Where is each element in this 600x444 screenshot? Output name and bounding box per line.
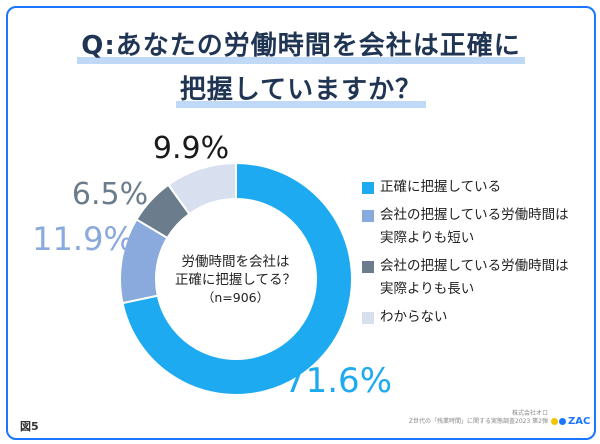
logo-text: ZAC: [568, 416, 591, 427]
donut-chart: 71.6% 11.9% 6.5%9.9%: [32, 131, 392, 401]
legend-item-longer: 会社の把握している労働時間は 実際よりも長い: [362, 255, 594, 301]
data-label-longer: 6.5%: [72, 177, 148, 212]
center-line-2: 正確に把握してる？: [174, 272, 297, 288]
data-label-unknown: 9.9%: [153, 131, 229, 166]
source-note: 株式会社オロ Z世代の「残業時間」に関する実態調査2023 第2弾: [388, 410, 548, 426]
legend-label-longer-line-2: 実際よりも長い: [380, 281, 475, 297]
legend-swatch-longer: [362, 261, 374, 273]
donut-center-text: 労働時間を会社は 正確に把握してる？ （n=906）: [158, 253, 313, 307]
logo-dot-yellow: [551, 418, 558, 425]
donut-slice-unknown: [166, 161, 237, 216]
legend-label-longer-line-1: 会社の把握している労働時間は: [380, 258, 569, 274]
legend-swatch-accurate: [362, 182, 374, 194]
source-survey: Z世代の「残業時間」に関する実態調査2023 第2弾: [408, 418, 548, 425]
zac-logo: ZAC: [551, 415, 591, 429]
legend-label-shorter-line-1: 会社の把握している労働時間は: [380, 207, 569, 223]
logo-dot-blue: [559, 418, 566, 425]
infographic-frame: Q:あなたの労働時間を会社は正確に 把握していますか？ 71.6% 11.9% 6.…: [6, 6, 596, 440]
legend-label-unknown-line-1: わからない: [380, 309, 448, 325]
legend-item-accurate: 正確に把握している: [362, 176, 594, 199]
figure-label: 図5: [20, 420, 39, 433]
legend-swatch-unknown: [362, 312, 374, 324]
donut-slice-accurate: [121, 161, 353, 396]
title-line-2: 把握していますか？: [175, 68, 427, 112]
chart-title: Q:あなたの労働時間を会社は正確に 把握していますか？: [8, 24, 594, 112]
legend-swatch-shorter: [362, 210, 374, 222]
legend-label-accurate-line-1: 正確に把握している: [380, 179, 502, 195]
data-label-shorter: 11.9%: [32, 220, 134, 258]
source-company: 株式会社オロ: [511, 410, 548, 417]
legend-item-unknown: わからない: [362, 306, 594, 329]
data-label-accurate: 71.6%: [284, 361, 392, 401]
chart-legend: 正確に把握している 会社の把握している労働時間は 実際よりも短い 会社の把握している労…: [362, 176, 594, 334]
legend-label-shorter-line-2: 実際よりも短い: [380, 230, 475, 246]
center-sample-size: （n=906）: [201, 290, 270, 305]
legend-item-shorter: 会社の把握している労働時間は 実際よりも短い: [362, 204, 594, 250]
title-line-1: Q:あなたの労働時間を会社は正確に: [77, 24, 525, 68]
center-line-1: 労働時間を会社は: [181, 254, 290, 270]
